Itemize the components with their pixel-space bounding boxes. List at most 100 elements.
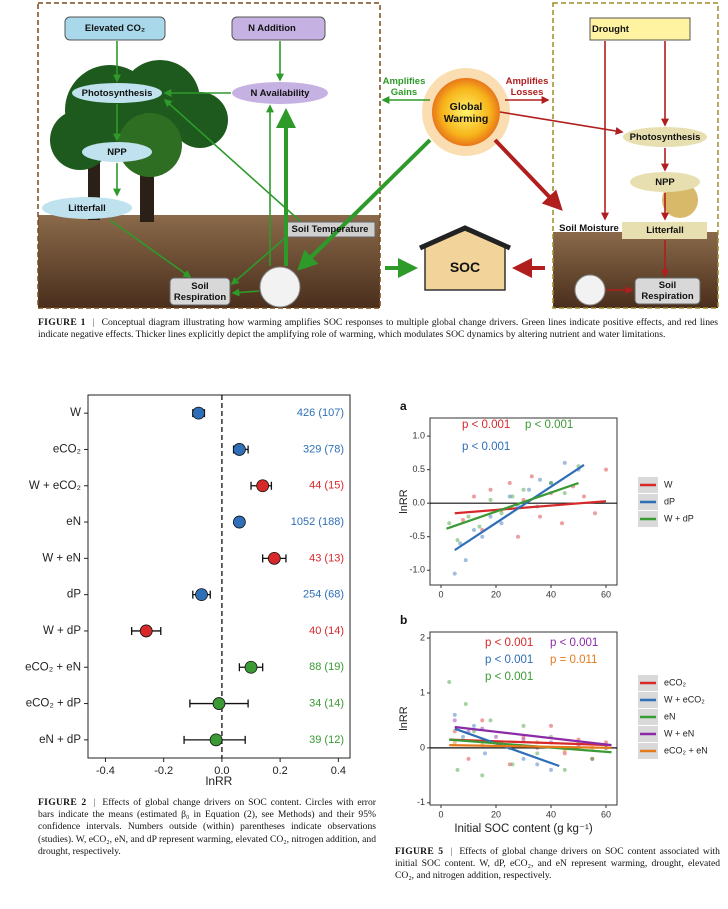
point: [510, 762, 515, 767]
point: [461, 517, 465, 522]
point: [480, 773, 485, 778]
x-tick-label: 0.2: [272, 765, 287, 777]
point: [562, 767, 567, 772]
point: [483, 751, 487, 756]
y-tick-label: eCO₂: [53, 443, 81, 455]
label: Soil Respiration: [173, 281, 227, 303]
point: [527, 487, 531, 492]
point: [549, 481, 553, 486]
point: [560, 521, 564, 526]
thick-green-arrows: [276, 108, 432, 278]
point: [472, 528, 476, 533]
y-tick-label: eCO₂ + eN: [25, 661, 81, 673]
y-tick-label: W: [70, 407, 81, 419]
point: [535, 762, 540, 767]
legend-label: eCO₂: [664, 677, 687, 687]
caption-separator: |: [93, 797, 96, 808]
count-label: 254 (68): [303, 589, 344, 601]
point: [590, 756, 595, 761]
node: [42, 197, 132, 219]
legend-label: W: [664, 479, 673, 489]
point: [452, 729, 457, 734]
thick-red-arrows: [493, 138, 563, 278]
point: [562, 460, 567, 465]
node: [232, 82, 328, 104]
node: [623, 127, 707, 147]
fit-line: [454, 725, 612, 747]
box: [231, 16, 326, 41]
caption-label: FIGURE 5: [395, 846, 444, 857]
x-tick-label: -0.2: [154, 765, 173, 777]
point: [192, 406, 206, 420]
y-tick-label: W + eCO₂: [29, 480, 81, 492]
point: [521, 487, 526, 492]
y-tick-label: W + eN: [42, 552, 81, 564]
legend-label: eN: [664, 711, 676, 721]
point: [472, 723, 476, 728]
x-axis-label: lnRR: [206, 774, 233, 788]
point: [232, 443, 246, 456]
point: [480, 534, 485, 539]
y-tick-label: 2: [420, 632, 425, 642]
y-tick-label: -0.5: [409, 531, 425, 541]
fit-line: [454, 500, 607, 515]
label: NPP: [655, 177, 675, 188]
box: [64, 16, 166, 41]
point: [494, 734, 498, 739]
x-tick-label: 0: [438, 809, 443, 819]
point: [447, 679, 452, 684]
right-frame: [552, 2, 719, 309]
annotation: p < 0.001: [462, 419, 510, 431]
point: [604, 467, 608, 472]
point: [458, 541, 463, 546]
annotation: p < 0.001: [485, 671, 533, 683]
x-tick-label: 60: [601, 809, 611, 819]
label: N Addition: [248, 23, 296, 34]
y-axis-label: lnRR: [398, 706, 410, 731]
point: [452, 571, 457, 576]
annotation: p = 0.011: [550, 654, 597, 666]
count-label: 39 (12): [309, 734, 344, 746]
label: Drought: [592, 24, 629, 35]
node: [72, 83, 162, 103]
point: [507, 762, 512, 767]
panel-label: a: [400, 399, 407, 413]
x-tick-label: -0.4: [96, 765, 115, 777]
plot-frame: [429, 631, 618, 806]
point: [538, 514, 542, 519]
point: [516, 534, 520, 539]
count-label: 88 (19): [309, 661, 344, 673]
point: [455, 767, 460, 772]
caption-text: Effects of global change drivers on SOC …: [395, 846, 720, 882]
legend-label: W + eN: [664, 728, 694, 738]
y-tick-label: W + dP: [43, 625, 81, 637]
point: [195, 588, 208, 602]
x-tick-label: 0.4: [331, 765, 346, 777]
node: [82, 142, 152, 162]
label: SOC: [449, 259, 481, 275]
count-label: 34 (14): [309, 697, 344, 709]
point: [593, 511, 597, 516]
sun: [432, 78, 500, 146]
point: [529, 474, 534, 479]
label: Soil Moisture: [559, 223, 619, 234]
label: Global Warming: [443, 101, 489, 125]
y-tick-label: eCO₂ + dP: [26, 698, 82, 710]
point: [463, 558, 468, 563]
point: [452, 718, 457, 723]
point: [452, 712, 457, 717]
point: [562, 491, 567, 496]
caption-label: FIGURE 1: [38, 317, 86, 328]
point: [488, 497, 493, 502]
caption-label: FIGURE 2: [38, 797, 87, 808]
point: [455, 538, 460, 543]
caption-separator: |: [92, 317, 95, 328]
count-label: 1052 (188): [291, 516, 344, 528]
point: [139, 624, 153, 638]
figure1-art: [37, 2, 719, 309]
point: [507, 481, 512, 486]
annotation: p < 0.001: [462, 441, 510, 453]
label: Amplifies Gains: [382, 76, 426, 98]
point: [466, 514, 471, 519]
